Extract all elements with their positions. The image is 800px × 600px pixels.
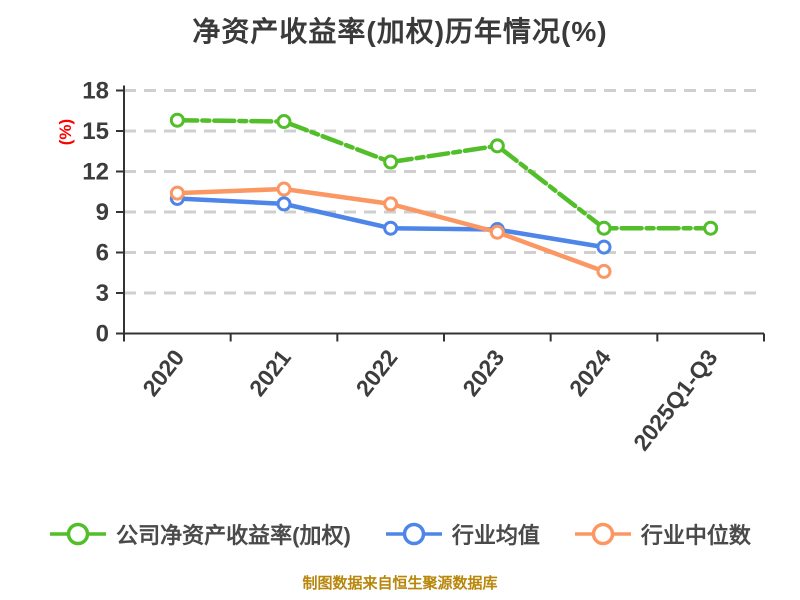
data-source-note: 制图数据来自恒生聚源数据库 — [302, 575, 498, 592]
data-point[interactable] — [596, 263, 612, 279]
data-point[interactable] — [489, 138, 505, 154]
legend-item-industry-median[interactable]: 行业中位数 — [574, 518, 751, 550]
series-line — [175, 117, 713, 231]
data-point[interactable] — [276, 114, 292, 130]
x-tick-label: 2022 — [351, 345, 403, 401]
x-tick-label: 2020 — [137, 345, 189, 401]
legend: 公司净资产收益率(加权) 行业均值 行业中位数 — [0, 518, 800, 550]
x-tick-label: 2025Q1-Q3 — [628, 345, 722, 456]
legend-item-company-roe[interactable]: 公司净资产收益率(加权) — [49, 518, 351, 550]
data-point[interactable] — [383, 154, 399, 170]
y-tick-label: 15 — [82, 118, 109, 145]
legend-marker-company-roe — [50, 522, 107, 546]
data-point[interactable] — [276, 196, 292, 212]
data-point[interactable] — [703, 220, 719, 236]
chart-title: 净资产收益率(加权)历年情况(%) — [192, 16, 608, 47]
legend-label-company-roe: 公司净资产收益率(加权) — [116, 523, 351, 548]
y-tick-label: 3 — [96, 280, 109, 307]
legend-item-industry-mean[interactable]: 行业均值 — [385, 518, 540, 550]
legend-marker-industry-median — [574, 522, 631, 546]
data-point[interactable] — [169, 185, 185, 201]
y-tick-label: 9 — [96, 199, 109, 226]
data-point[interactable] — [596, 239, 612, 255]
y-tick-label: 12 — [82, 159, 109, 186]
x-tick-label: 2021 — [244, 344, 296, 400]
x-tick-label: 2024 — [564, 344, 616, 400]
y-tick-label: 0 — [96, 321, 109, 348]
y-tick-label: 6 — [96, 240, 109, 267]
data-point[interactable] — [276, 181, 292, 197]
y-tick-label: 18 — [82, 78, 109, 105]
data-point[interactable] — [169, 112, 185, 128]
legend-label-industry-median: 行业中位数 — [640, 523, 751, 548]
data-point[interactable] — [383, 220, 399, 236]
data-point[interactable] — [489, 224, 505, 240]
data-point[interactable] — [383, 196, 399, 212]
x-tick-label: 2023 — [457, 345, 509, 401]
legend-label-industry-mean: 行业均值 — [451, 523, 540, 548]
legend-marker-industry-mean — [385, 522, 442, 546]
data-point[interactable] — [596, 220, 612, 236]
